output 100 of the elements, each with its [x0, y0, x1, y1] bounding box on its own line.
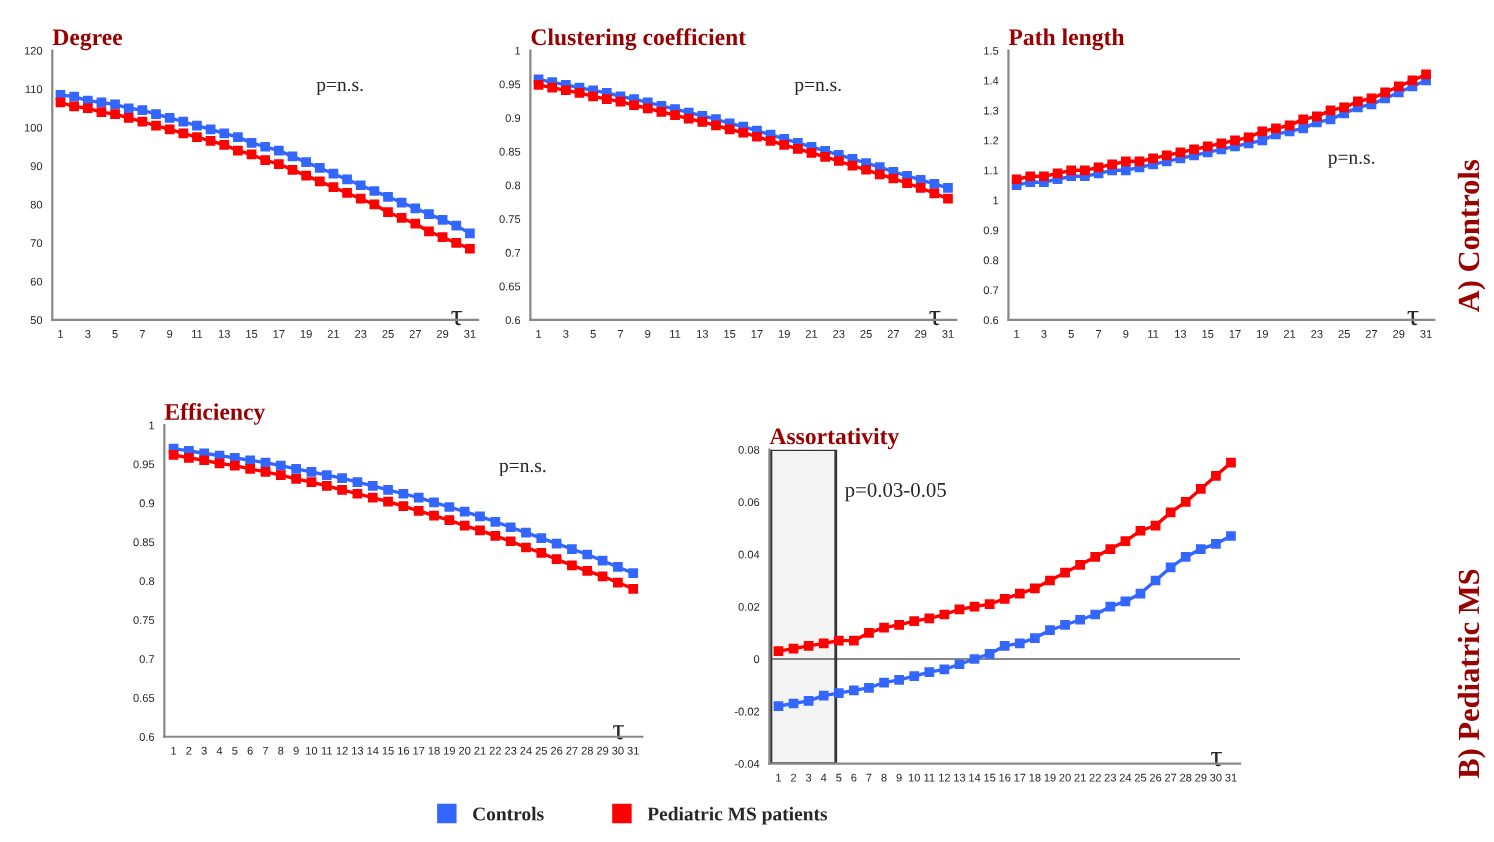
point — [398, 488, 409, 499]
point — [943, 193, 953, 204]
point — [233, 132, 243, 142]
point — [1134, 156, 1145, 167]
point — [184, 453, 194, 463]
point — [1352, 96, 1363, 107]
point — [437, 215, 448, 225]
point — [629, 100, 639, 110]
point — [352, 488, 363, 499]
point — [192, 132, 202, 142]
point — [567, 544, 577, 554]
point — [465, 243, 475, 254]
point — [1148, 153, 1158, 164]
point — [151, 120, 161, 131]
point — [894, 620, 904, 630]
point — [1025, 171, 1036, 182]
point — [260, 155, 271, 166]
point — [410, 218, 421, 229]
point — [367, 492, 378, 503]
point — [894, 675, 904, 685]
point — [521, 527, 531, 538]
point — [444, 515, 455, 526]
point — [490, 530, 501, 541]
point — [1421, 69, 1431, 80]
point — [410, 203, 421, 214]
point — [151, 109, 161, 119]
point — [1120, 536, 1131, 547]
point — [597, 555, 608, 566]
point — [874, 169, 885, 180]
point — [1105, 544, 1116, 554]
point — [219, 139, 230, 150]
point — [287, 164, 298, 175]
point — [879, 622, 889, 633]
point — [1105, 601, 1116, 612]
point — [1243, 132, 1254, 143]
point — [943, 183, 953, 193]
point — [178, 116, 189, 127]
point — [444, 502, 455, 512]
point — [505, 536, 516, 547]
point — [803, 696, 814, 706]
point — [342, 174, 352, 185]
point — [490, 516, 501, 527]
point — [1180, 497, 1191, 507]
point — [902, 178, 912, 189]
point — [164, 124, 175, 135]
point — [792, 144, 803, 154]
point — [1107, 159, 1118, 170]
point — [355, 193, 366, 204]
point — [1066, 165, 1077, 176]
point — [178, 128, 189, 139]
point — [861, 164, 871, 175]
point — [984, 648, 995, 659]
point — [1195, 544, 1206, 554]
point — [429, 510, 439, 521]
point — [1211, 538, 1221, 549]
point — [233, 145, 243, 156]
point — [123, 113, 134, 123]
point — [110, 109, 120, 119]
point — [536, 548, 547, 558]
point — [1135, 525, 1146, 536]
point — [806, 148, 817, 158]
point — [670, 110, 680, 121]
point — [683, 113, 694, 124]
point — [342, 188, 352, 198]
point — [424, 226, 434, 237]
point — [505, 522, 516, 533]
point — [1226, 531, 1236, 541]
point — [192, 120, 202, 131]
legend-label: Pediatric MS patients — [647, 806, 828, 825]
point — [773, 646, 784, 657]
point — [1257, 126, 1268, 137]
point — [628, 568, 639, 579]
point — [137, 105, 148, 116]
point — [1045, 575, 1055, 586]
point — [1195, 484, 1206, 494]
point — [1230, 135, 1240, 146]
point — [879, 677, 889, 688]
point — [123, 103, 134, 114]
point — [615, 96, 626, 107]
point — [954, 659, 965, 670]
point — [656, 106, 667, 117]
point — [588, 91, 599, 102]
point — [1312, 111, 1322, 122]
point — [697, 117, 708, 127]
point — [1393, 81, 1404, 92]
point — [1045, 625, 1055, 636]
point — [833, 635, 844, 646]
annotation: p=0.03-0.05 — [845, 482, 946, 502]
point — [314, 176, 325, 187]
point — [383, 484, 393, 495]
point — [847, 160, 858, 171]
chart-title: Efficiency — [164, 403, 266, 425]
point — [137, 116, 148, 127]
point — [413, 492, 424, 503]
point — [110, 99, 120, 110]
point — [533, 80, 544, 90]
point — [924, 613, 935, 624]
point — [465, 228, 475, 239]
chart-title: Clustering coefficient — [531, 28, 746, 51]
point — [909, 616, 920, 626]
